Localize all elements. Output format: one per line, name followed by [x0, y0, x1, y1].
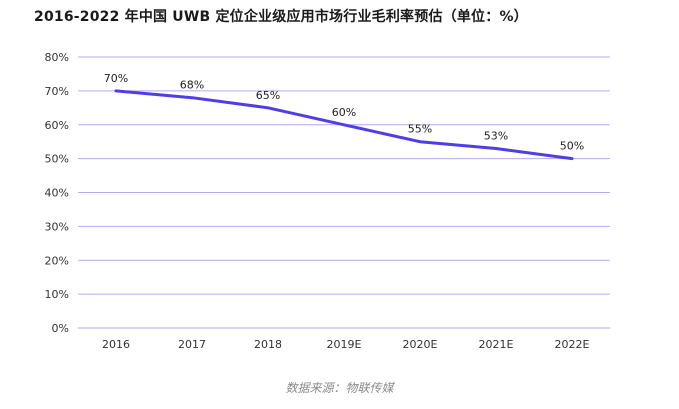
x-axis-tick-labels: 2016 2017 2018 2019E 2020E 2021E 2022E: [102, 338, 590, 351]
y-axis-tick-labels: 0% 10% 20% 30% 40% 50% 60% 70% 80%: [45, 51, 69, 335]
data-label: 68%: [180, 79, 204, 92]
chart-title: 2016-2022 年中国 UWB 定位企业级应用市场行业毛利率预估（单位：%）: [34, 9, 528, 25]
y-tick-label: 60%: [45, 119, 69, 132]
y-tick-label: 80%: [45, 51, 69, 64]
y-tick-label: 50%: [45, 153, 69, 166]
data-label: 65%: [256, 89, 280, 102]
y-tick-label: 0%: [52, 322, 69, 335]
data-label: 60%: [332, 106, 356, 119]
x-tick-label: 2019E: [327, 338, 362, 351]
data-label: 70%: [104, 72, 128, 85]
y-tick-label: 40%: [45, 187, 69, 200]
gridlines: [78, 56, 610, 329]
x-tick-label: 2017: [178, 338, 206, 351]
y-tick-label: 70%: [45, 85, 69, 98]
x-tick-label: 2020E: [403, 338, 438, 351]
data-label: 53%: [484, 129, 508, 142]
series-line: [114, 89, 574, 161]
data-labels: 70% 68% 65% 60% 55% 53% 50%: [104, 72, 584, 153]
series-line-group: [114, 89, 574, 161]
y-tick-label: 20%: [45, 254, 69, 267]
x-tick-label: 2018: [254, 338, 282, 351]
line-chart: 0%10%20%30%40%50%60%70%80% 2016 2017 2018 2…: [45, 51, 610, 351]
source-note: 数据来源：物联传媒: [285, 381, 394, 395]
y-tick-label: 30%: [45, 220, 69, 233]
x-tick-label: 2021E: [479, 338, 514, 351]
data-label: 50%: [560, 140, 584, 153]
y-tick-label: 10%: [45, 288, 69, 301]
x-tick-label: 2016: [102, 338, 130, 351]
data-label: 55%: [408, 123, 432, 136]
x-tick-label: 2022E: [555, 338, 590, 351]
